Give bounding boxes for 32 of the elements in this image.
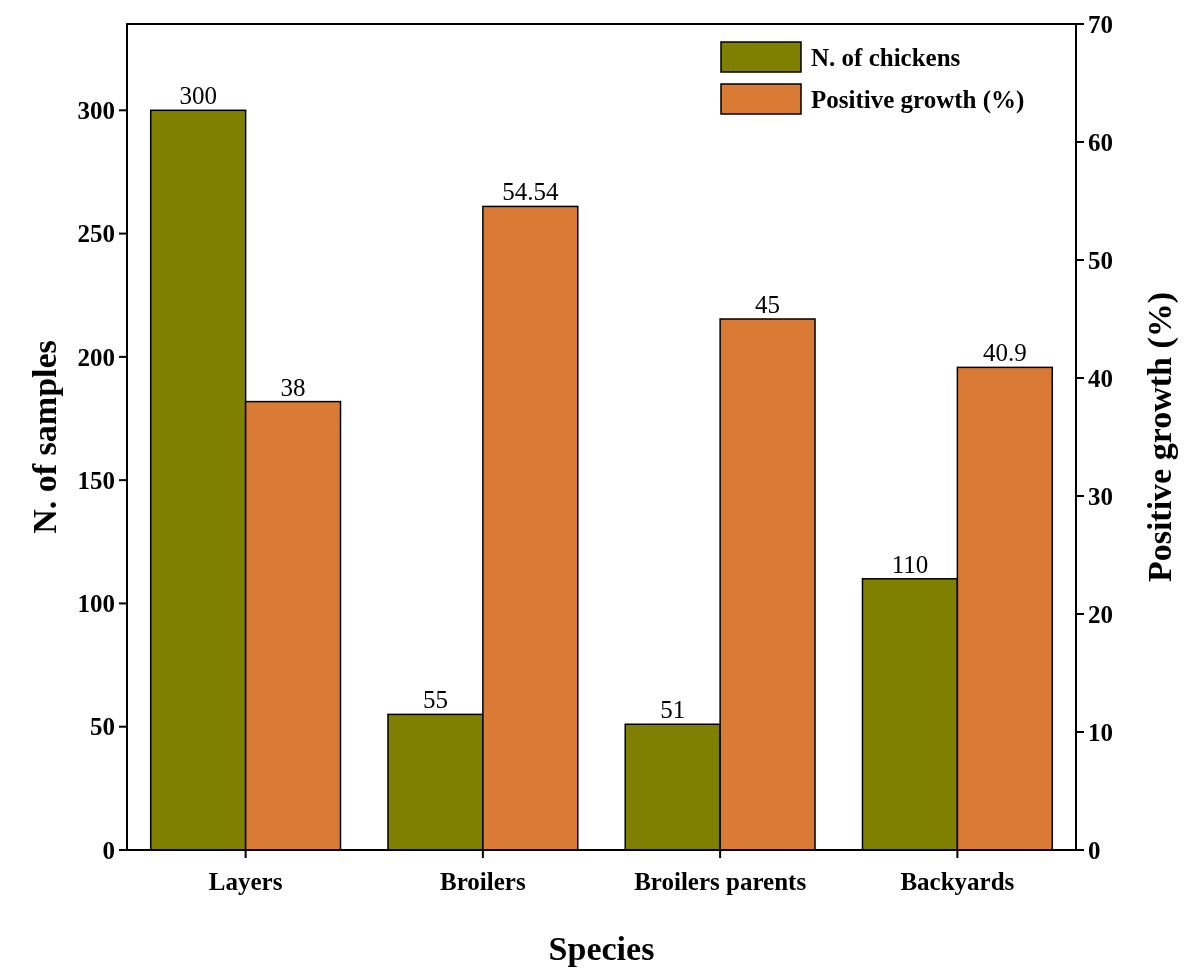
data-label: 45 xyxy=(755,291,781,318)
legend-label: N. of chickens xyxy=(811,43,961,71)
data-label: 40.9 xyxy=(982,339,1027,367)
y-tick-label: 50 xyxy=(90,713,115,741)
data-label: 38 xyxy=(280,373,306,401)
x-axis-title: Species xyxy=(548,930,655,967)
x-tick-label: Backyards xyxy=(900,868,1015,895)
x-tick-label: Layers xyxy=(208,868,283,895)
x-tick-label: Broilers xyxy=(440,868,526,895)
y2-tick-label: 70 xyxy=(1088,10,1113,38)
y-tick-label: 150 xyxy=(77,466,115,494)
data-label: 54.54 xyxy=(502,178,559,206)
y2-tick-label: 30 xyxy=(1088,482,1113,510)
y2-tick-label: 0 xyxy=(1088,836,1101,864)
y-tick-label: 250 xyxy=(77,220,115,248)
data-label: 51 xyxy=(660,696,686,724)
data-label: 300 xyxy=(179,82,217,110)
y-tick-label: 200 xyxy=(77,343,115,371)
y2-axis-title: Positive growth (%) xyxy=(1141,291,1179,583)
y-axis-title: N. of samples xyxy=(26,340,63,534)
y2-tick-label: 50 xyxy=(1088,246,1113,274)
x-tick-label: Broilers parents xyxy=(634,868,807,895)
legend-label: Positive growth (%) xyxy=(811,85,1025,114)
y2-tick-label: 60 xyxy=(1088,128,1113,156)
y-tick-label: 300 xyxy=(77,97,115,125)
y-tick-label: 0 xyxy=(102,836,115,864)
data-label: 55 xyxy=(422,686,448,714)
y2-tick-label: 20 xyxy=(1088,600,1113,628)
y-tick-label: 100 xyxy=(77,590,115,618)
y2-tick-label: 10 xyxy=(1088,718,1113,746)
y2-tick-label: 40 xyxy=(1088,364,1113,392)
data-label: 110 xyxy=(891,550,929,578)
